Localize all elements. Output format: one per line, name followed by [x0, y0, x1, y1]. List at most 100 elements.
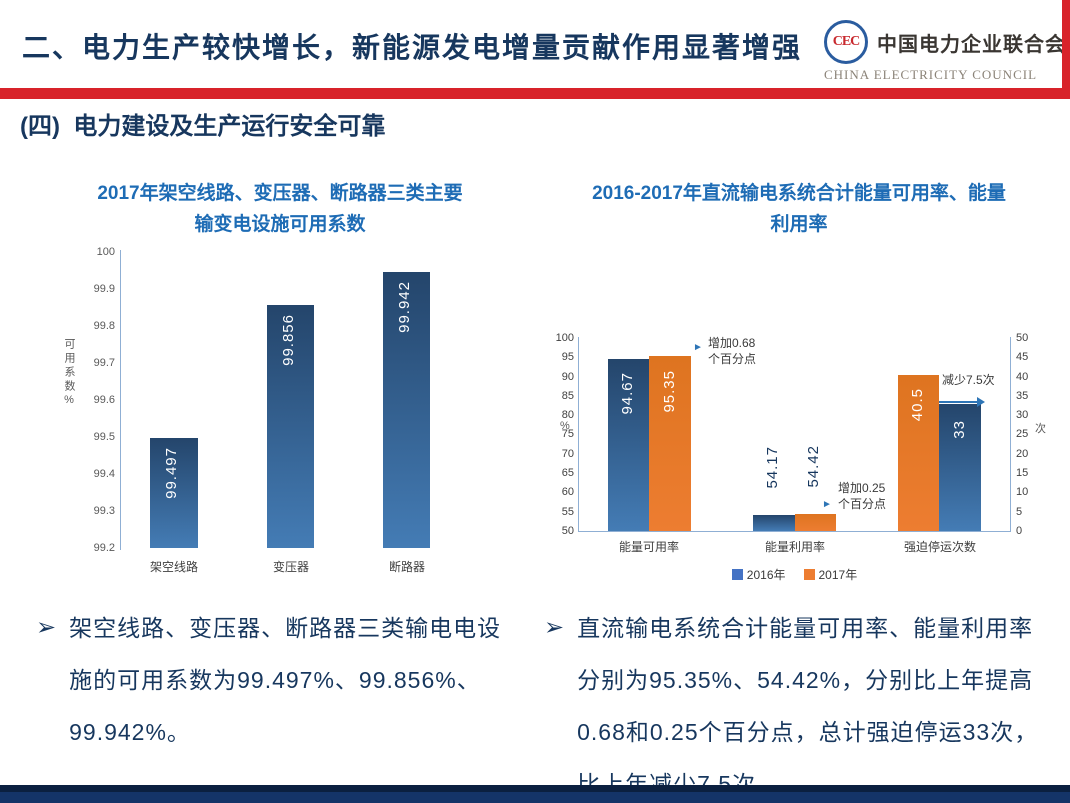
footer-bar — [0, 785, 1070, 803]
annotation-outages: 减少7.5次 — [942, 372, 995, 388]
left-axis-tick: 90 — [561, 371, 574, 383]
section-title: (四) 电力建设及生产运行安全可靠 — [20, 113, 386, 140]
bullet-right-text: 直流输电系统合计能量可用率、能量利用率分别为95.35%、54.42%，分别比上… — [577, 615, 1039, 797]
page-title: 二、电力生产较快增长，新能源发电增量贡献作用显著增强 — [22, 32, 803, 63]
cec-logo-badge-icon: CEC — [824, 20, 868, 64]
annotation-availability: 增加0.68 个百分点 — [708, 335, 756, 367]
legend-label-2016: 2016年 — [746, 568, 786, 582]
bar-value-label: 33 — [951, 420, 968, 439]
bullet-right: ➢ 直流输电系统合计能量可用率、能量利用率分别为95.35%、54.42%，分别… — [544, 602, 1054, 803]
annotation-line: 个百分点 — [838, 497, 887, 511]
bullet-left-text: 架空线路、变压器、断路器三类输电电设施的可用系数为99.497%、99.856%… — [69, 615, 502, 745]
right-chart-title-line2: 利用率 — [770, 214, 828, 235]
right-axis-tick: 20 — [1016, 448, 1029, 460]
legend-swatch-2017-icon — [803, 569, 815, 580]
x-category-label: 能量利用率 — [764, 540, 825, 554]
left-chart-y-axis — [120, 250, 121, 550]
annotation-line: 增加0.25 — [838, 481, 886, 495]
left-axis-tick: 70 — [561, 448, 574, 460]
y-tick: 99.7 — [93, 357, 115, 369]
right-axis-tick: 5 — [1016, 506, 1023, 518]
header-corner-stripe — [1062, 0, 1070, 99]
right-axis-tick: 0 — [1016, 525, 1023, 537]
bar-2017-utilization — [795, 514, 836, 531]
bar-2016-utilization — [753, 515, 795, 531]
annotation-triangle-icon: ► — [822, 499, 832, 510]
bar-outages-33 — [939, 404, 981, 531]
right-axis-unit-label: 次 — [1035, 423, 1046, 435]
bar-2016-availability — [608, 359, 649, 531]
left-axis-tick: 60 — [561, 486, 574, 498]
left-chart-title-line2: 输变电设施可用系数 — [194, 214, 366, 235]
bar-2017-availability — [649, 356, 691, 531]
left-axis-tick: 100 — [555, 332, 574, 344]
y-tick: 99.8 — [93, 320, 115, 332]
bar-value-label: 54.42 — [805, 445, 822, 488]
cec-logo-row: CEC 中国电力企业联合会 — [824, 20, 1065, 64]
x-category-label: 架空线路 — [149, 560, 198, 574]
cec-logo: CEC 中国电力企业联合会 CHINA ELECTRICITY COUNCIL — [824, 20, 1065, 83]
annotation-arrow-shaft — [939, 401, 977, 403]
left-axis-tick: 65 — [561, 467, 574, 479]
bar-value-label: 94.67 — [619, 372, 636, 415]
annotation-line: 增加0.68 — [708, 336, 756, 350]
y-axis-label: 可用系数% — [63, 338, 75, 409]
right-axis-tick: 35 — [1016, 390, 1029, 402]
bar-circuit-breaker — [383, 272, 430, 548]
right-axis-tick: 15 — [1016, 467, 1029, 479]
y-tick: 99.2 — [93, 542, 115, 554]
logo-name-cn: 中国电力企业联合会 — [877, 33, 1066, 56]
bar-value-label: 40.5 — [909, 388, 926, 422]
logo-name-en: CHINA ELECTRICITY COUNCIL — [824, 67, 1038, 82]
annotation-utilization: 增加0.25 个百分点 — [838, 480, 886, 512]
header-divider-bar — [0, 88, 1070, 99]
x-category-label: 断路器 — [388, 560, 425, 574]
right-axis-tick: 45 — [1016, 351, 1029, 363]
y-tick: 99.5 — [93, 431, 115, 443]
y-tick: 99.4 — [93, 468, 115, 480]
right-chart-title: 2016-2017年直流输电系统合计能量可用率、能量 利用率 — [548, 178, 1050, 240]
right-axis-tick: 25 — [1016, 428, 1029, 440]
legend-label-2017: 2017年 — [818, 568, 858, 582]
right-axis-tick: 30 — [1016, 409, 1029, 421]
left-chart-title-line1: 2017年架空线路、变压器、断路器三类主要 — [97, 183, 463, 204]
right-chart-title-line1: 2016-2017年直流输电系统合计能量可用率、能量 — [592, 183, 1006, 204]
bar-value-label: 99.856 — [280, 314, 297, 366]
left-axis-tick: 95 — [561, 351, 574, 363]
right-axis-tick: 40 — [1016, 371, 1029, 383]
annotation-triangle-icon: ► — [693, 342, 703, 353]
legend-item-2016: 2016年 — [731, 566, 786, 583]
bar-outages-40-5 — [898, 375, 939, 531]
left-axis-unit-label: % — [560, 420, 570, 432]
legend-swatch-2016-icon — [731, 569, 743, 580]
x-category-label: 能量可用率 — [618, 540, 679, 554]
left-chart: 100 99.9 99.8 99.7 99.6 99.5 99.4 99.3 9… — [60, 245, 515, 585]
right-chart: 100 95 90 85 80 75 70 65 60 55 50 50 45 … — [553, 328, 1053, 598]
legend-item-2017: 2017年 — [803, 566, 858, 583]
bullet-left: ➢ 架空线路、变压器、断路器三类输电电设施的可用系数为99.497%、99.85… — [36, 602, 536, 758]
right-chart-right-axis — [1010, 337, 1011, 531]
y-tick: 99.3 — [93, 505, 115, 517]
annotation-line: 个百分点 — [708, 352, 757, 366]
x-category-label: 变压器 — [272, 560, 309, 574]
cec-logo-monogram: CEC — [832, 34, 861, 49]
right-axis-tick: 50 — [1016, 332, 1029, 344]
bar-value-label: 99.942 — [396, 281, 413, 333]
right-chart-left-axis — [578, 337, 579, 531]
bar-transformer — [267, 305, 314, 548]
bullet-arrow-icon: ➢ — [36, 614, 57, 641]
annotation-line: 减少7.5次 — [942, 373, 995, 387]
left-axis-tick: 55 — [561, 506, 574, 518]
y-tick: 99.6 — [93, 394, 115, 406]
left-axis-tick: 50 — [561, 525, 574, 537]
annotation-arrow-head-icon — [977, 397, 985, 407]
right-axis-tick: 10 — [1016, 486, 1029, 498]
bar-value-label: 99.497 — [163, 447, 180, 499]
left-axis-tick: 85 — [561, 390, 574, 402]
x-category-label: 强迫停运次数 — [903, 540, 976, 554]
bar-value-label: 54.17 — [764, 446, 781, 489]
left-axis-tick: 80 — [561, 409, 574, 421]
y-tick: 99.9 — [93, 283, 115, 295]
left-chart-title: 2017年架空线路、变压器、断路器三类主要 输变电设施可用系数 — [55, 178, 505, 240]
